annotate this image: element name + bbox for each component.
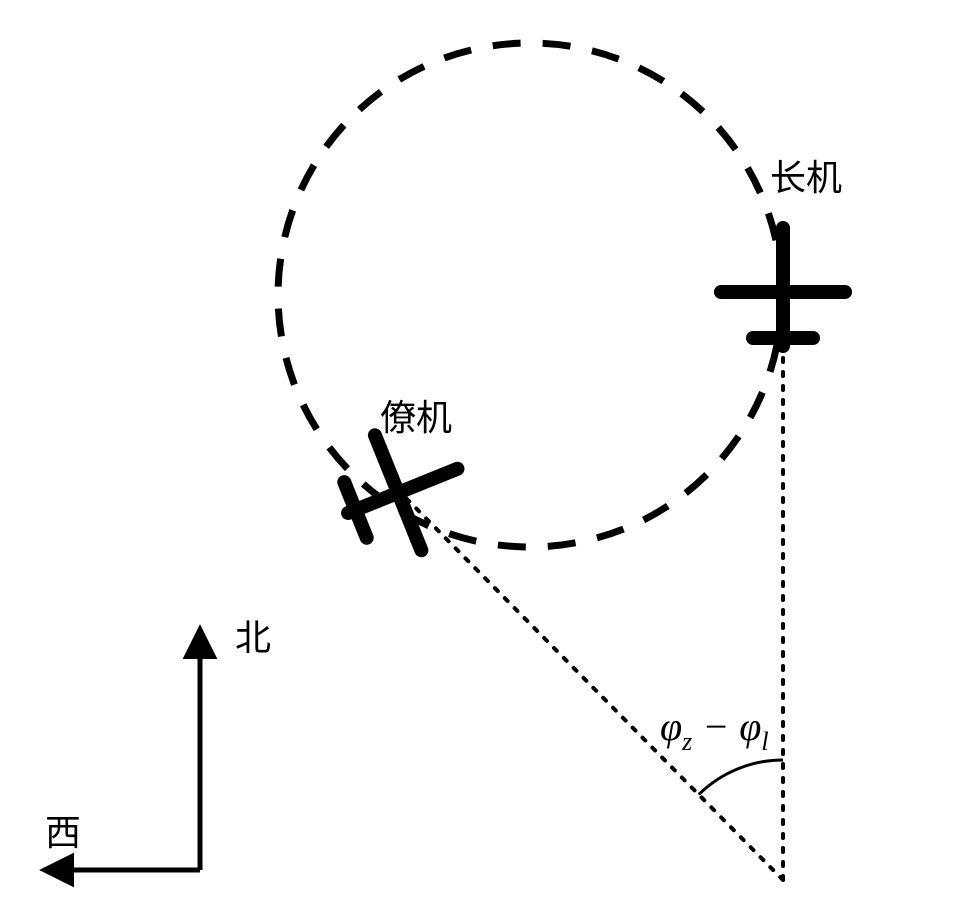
compass-west-label: 西 xyxy=(45,813,81,853)
compass-north-label: 北 xyxy=(235,618,271,658)
angle-label: φz − φl xyxy=(660,704,769,756)
leader-label: 长机 xyxy=(770,158,842,198)
orbit-circle xyxy=(278,43,782,547)
wingman-label: 僚机 xyxy=(380,398,452,438)
line-apex-wingman xyxy=(400,492,783,880)
leader-plane-icon xyxy=(721,228,845,346)
angle-arc xyxy=(699,760,783,795)
